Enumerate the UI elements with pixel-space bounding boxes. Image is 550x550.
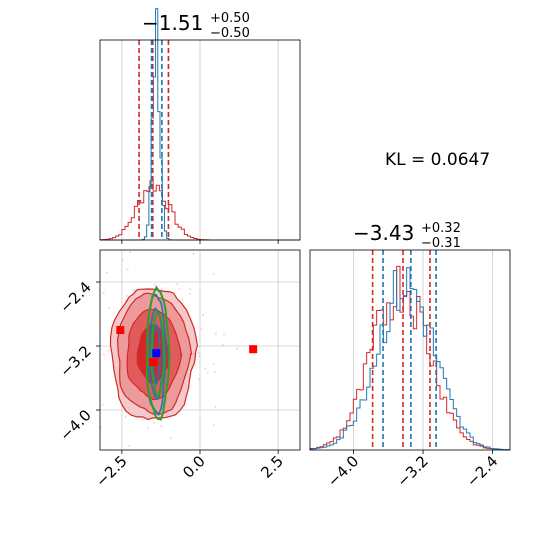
hist1-title-sup: +0.50 (210, 11, 250, 26)
scatter-2d-panel: −2.5 0.0 2.5 −2.4 −3.2 −4.0 (56, 249, 301, 491)
sample-point (189, 288, 192, 291)
sample-point (169, 437, 172, 440)
hist-param2-panel: −4.0 −3.2 −2.4 −3.43 +0.32 −0.31 (309, 221, 511, 491)
sample-point (197, 352, 200, 355)
hist-param1-panel: −1.51 +0.50 −0.50 (99, 8, 301, 244)
y-tick-label: −3.2 (56, 342, 94, 380)
x-tick-label: −4.0 (324, 452, 362, 490)
sample-point (236, 347, 239, 350)
sample-point (192, 252, 195, 255)
hist1-title-sub: −0.50 (210, 26, 250, 41)
hist2-ticks: −4.0 −3.2 −2.4 (324, 450, 501, 491)
marker-square (249, 345, 258, 354)
sample-point (214, 332, 217, 335)
sample-point (153, 284, 156, 287)
sample-point (214, 405, 217, 408)
hist2-frame (309, 249, 511, 451)
sample-point (107, 349, 110, 352)
sample-point (212, 272, 215, 275)
sample-point (146, 426, 149, 429)
hist1-quantile-lines (138, 40, 170, 240)
marker-square (116, 326, 125, 334)
sample-point (102, 353, 105, 356)
sample-point (206, 371, 209, 374)
sample-point (141, 418, 144, 421)
sample-point (108, 306, 111, 309)
sample-point (160, 425, 163, 428)
sample-point (132, 289, 135, 292)
sample-point (178, 287, 181, 290)
sample-point (204, 367, 207, 370)
x-tick-label: −2.5 (92, 452, 130, 490)
x-tick-label: 2.5 (257, 452, 287, 482)
sample-point (105, 271, 108, 274)
scatter-markers (116, 326, 258, 366)
x-tick-label: −3.2 (393, 452, 431, 490)
marker-square (149, 358, 158, 366)
sample-point (200, 328, 203, 331)
sample-point (153, 422, 156, 425)
hist2-quantile-lines (371, 250, 437, 450)
sample-point (124, 416, 127, 419)
hist2-series (309, 265, 511, 451)
sample-point (222, 333, 225, 336)
sample-point (101, 403, 104, 406)
sample-point (188, 292, 191, 295)
hist2-title-sup: +0.32 (421, 221, 461, 236)
sample-point (121, 258, 124, 261)
sample-point (212, 362, 215, 365)
kl-annotation: KL = 0.0647 (385, 150, 490, 170)
sample-point (198, 355, 201, 358)
sample-point (212, 424, 215, 427)
sample-point (129, 250, 132, 253)
y-tick-label: −2.4 (56, 278, 94, 316)
sample-point (197, 378, 200, 381)
green-contour (145, 285, 171, 421)
hist2-title-sub: −0.31 (421, 236, 461, 251)
sample-point (181, 298, 184, 301)
sample-point (160, 287, 163, 290)
hist1-grid (121, 40, 279, 240)
marker-square (152, 349, 161, 358)
x-tick-label: 0.0 (179, 452, 209, 482)
sample-point (221, 344, 224, 347)
sample-point (176, 283, 179, 286)
sample-point (126, 268, 129, 271)
blue-histogram (309, 267, 511, 451)
red-histogram (309, 265, 511, 451)
x-tick-label: −2.4 (463, 452, 501, 490)
hist1-title-main: −1.51 (142, 11, 203, 35)
sample-point (201, 313, 204, 316)
sample-point (214, 371, 217, 374)
y-tick-label: −4.0 (56, 406, 94, 444)
sample-point (126, 294, 129, 297)
green-contour (150, 311, 166, 399)
sample-point (102, 292, 105, 295)
sample-point (128, 444, 131, 447)
hist2-grid (353, 250, 494, 450)
hist2-title-main: −3.43 (353, 221, 414, 245)
hist1-ticks (121, 240, 279, 244)
